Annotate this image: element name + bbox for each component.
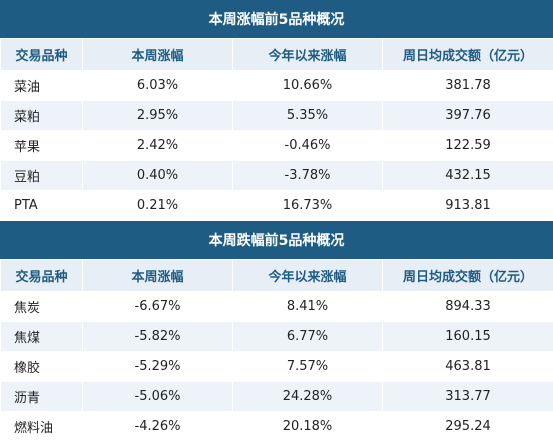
cell-turnover: 913.81 (382, 190, 553, 221)
table-row: 豆粕 0.40% -3.78% 432.15 (0, 160, 553, 191)
cell-week: -5.06% (82, 381, 233, 412)
table-row: 焦煤 -5.82% 6.77% 160.15 (0, 321, 553, 352)
cell-ytd: 16.73% (232, 190, 383, 221)
cell-ytd: 24.28% (232, 381, 383, 412)
table-row: 焦炭 -6.67% 8.41% 894.33 (0, 291, 553, 322)
table-header-row: 交易品种 本周涨幅 今年以来涨幅 周日均成交额（亿元） (0, 38, 553, 71)
gainers-title: 本周涨幅前5品种概况 (0, 0, 553, 38)
cell-week: 2.95% (82, 100, 233, 131)
cell-name: 焦煤 (0, 321, 83, 352)
losers-title: 本周跌幅前5品种概况 (0, 221, 553, 259)
table-row: 菜油 6.03% 10.66% 381.78 (0, 70, 553, 101)
cell-name: 焦炭 (0, 291, 83, 322)
col-header-ytd: 今年以来涨幅 (232, 38, 383, 71)
col-header-turnover: 周日均成交额（亿元） (382, 259, 553, 292)
cell-turnover: 432.15 (382, 160, 553, 191)
cell-week: 0.40% (82, 160, 233, 191)
cell-name: 菜粕 (0, 100, 83, 131)
col-header-name: 交易品种 (0, 259, 83, 292)
cell-name: 苹果 (0, 130, 83, 161)
table-row: 沥青 -5.06% 24.28% 313.77 (0, 381, 553, 412)
cell-name: 橡胶 (0, 351, 83, 382)
cell-ytd: 10.66% (232, 70, 383, 101)
cell-week: 6.03% (82, 70, 233, 101)
table-row: 苹果 2.42% -0.46% 122.59 (0, 130, 553, 161)
cell-ytd: 20.18% (232, 411, 383, 442)
table-row: PTA 0.21% 16.73% 913.81 (0, 190, 553, 221)
cell-week: -5.29% (82, 351, 233, 382)
cell-turnover: 295.24 (382, 411, 553, 442)
col-header-name: 交易品种 (0, 38, 83, 71)
col-header-turnover: 周日均成交额（亿元） (382, 38, 553, 71)
table-row: 菜粕 2.95% 5.35% 397.76 (0, 100, 553, 131)
cell-turnover: 397.76 (382, 100, 553, 131)
cell-week: 2.42% (82, 130, 233, 161)
cell-name: 豆粕 (0, 160, 83, 191)
table-header-row: 交易品种 本周涨幅 今年以来涨幅 周日均成交额（亿元） (0, 259, 553, 292)
col-header-week: 本周涨幅 (82, 259, 233, 292)
cell-turnover: 160.15 (382, 321, 553, 352)
cell-ytd: 7.57% (232, 351, 383, 382)
cell-week: 0.21% (82, 190, 233, 221)
cell-turnover: 122.59 (382, 130, 553, 161)
cell-week: -4.26% (82, 411, 233, 442)
losers-table: 交易品种 本周涨幅 今年以来涨幅 周日均成交额（亿元） 焦炭 -6.67% 8.… (0, 259, 553, 442)
table-row: 燃料油 -4.26% 20.18% 295.24 (0, 411, 553, 442)
cell-turnover: 313.77 (382, 381, 553, 412)
cell-turnover: 381.78 (382, 70, 553, 101)
gainers-table: 交易品种 本周涨幅 今年以来涨幅 周日均成交额（亿元） 菜油 6.03% 10.… (0, 38, 553, 221)
table-row: 橡胶 -5.29% 7.57% 463.81 (0, 351, 553, 382)
cell-name: 沥青 (0, 381, 83, 412)
cell-ytd: 8.41% (232, 291, 383, 322)
cell-ytd: 5.35% (232, 100, 383, 131)
cell-ytd: -0.46% (232, 130, 383, 161)
col-header-ytd: 今年以来涨幅 (232, 259, 383, 292)
cell-turnover: 894.33 (382, 291, 553, 322)
cell-name: PTA (0, 190, 83, 221)
cell-name: 菜油 (0, 70, 83, 101)
cell-ytd: 6.77% (232, 321, 383, 352)
cell-name: 燃料油 (0, 411, 83, 442)
col-header-week: 本周涨幅 (82, 38, 233, 71)
cell-week: -6.67% (82, 291, 233, 322)
cell-week: -5.82% (82, 321, 233, 352)
cell-turnover: 463.81 (382, 351, 553, 382)
cell-ytd: -3.78% (232, 160, 383, 191)
